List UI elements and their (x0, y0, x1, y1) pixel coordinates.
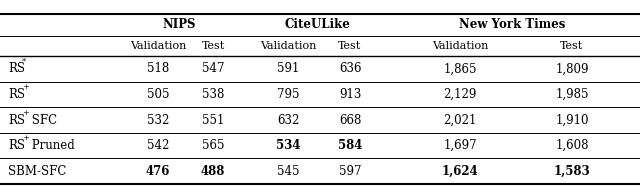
Text: 584: 584 (338, 139, 362, 152)
Text: 597: 597 (339, 165, 361, 178)
Text: 565: 565 (202, 139, 224, 152)
Text: 532: 532 (147, 113, 169, 127)
Text: 534: 534 (276, 139, 300, 152)
Text: Test: Test (202, 41, 225, 51)
Text: 488: 488 (201, 165, 225, 178)
Text: 636: 636 (339, 62, 361, 75)
Text: +: + (22, 134, 29, 142)
Text: 1,697: 1,697 (443, 139, 477, 152)
Text: RS: RS (8, 139, 25, 152)
Text: New York Times: New York Times (460, 18, 566, 31)
Text: 1,910: 1,910 (556, 113, 589, 127)
Text: 551: 551 (202, 113, 224, 127)
Text: +: + (22, 109, 29, 117)
Text: 545: 545 (276, 165, 300, 178)
Text: 538: 538 (202, 88, 224, 101)
Text: RS: RS (8, 62, 25, 75)
Text: 518: 518 (147, 62, 169, 75)
Text: 632: 632 (277, 113, 299, 127)
Text: 1,583: 1,583 (554, 165, 590, 178)
Text: *: * (22, 58, 26, 66)
Text: 1,865: 1,865 (444, 62, 477, 75)
Text: 913: 913 (339, 88, 361, 101)
Text: Test: Test (339, 41, 362, 51)
Text: SBM-SFC: SBM-SFC (8, 165, 67, 178)
Text: 591: 591 (277, 62, 299, 75)
Text: 668: 668 (339, 113, 361, 127)
Text: Validation: Validation (130, 41, 186, 51)
Text: 505: 505 (147, 88, 169, 101)
Text: 476: 476 (146, 165, 170, 178)
Text: RS: RS (8, 113, 25, 127)
Text: SFC: SFC (28, 113, 57, 127)
Text: Test: Test (561, 41, 584, 51)
Text: 1,809: 1,809 (556, 62, 589, 75)
Text: 542: 542 (147, 139, 169, 152)
Text: RS: RS (8, 88, 25, 101)
Text: 795: 795 (276, 88, 300, 101)
Text: NIPS: NIPS (163, 18, 196, 31)
Text: +: + (22, 83, 29, 91)
Text: Validation: Validation (432, 41, 488, 51)
Text: 1,624: 1,624 (442, 165, 478, 178)
Text: 2,021: 2,021 (444, 113, 477, 127)
Text: 1,985: 1,985 (556, 88, 589, 101)
Text: Pruned: Pruned (28, 139, 75, 152)
Text: 547: 547 (202, 62, 224, 75)
Text: Validation: Validation (260, 41, 316, 51)
Text: 2,129: 2,129 (444, 88, 477, 101)
Text: 1,608: 1,608 (556, 139, 589, 152)
Text: CiteULike: CiteULike (285, 18, 351, 31)
